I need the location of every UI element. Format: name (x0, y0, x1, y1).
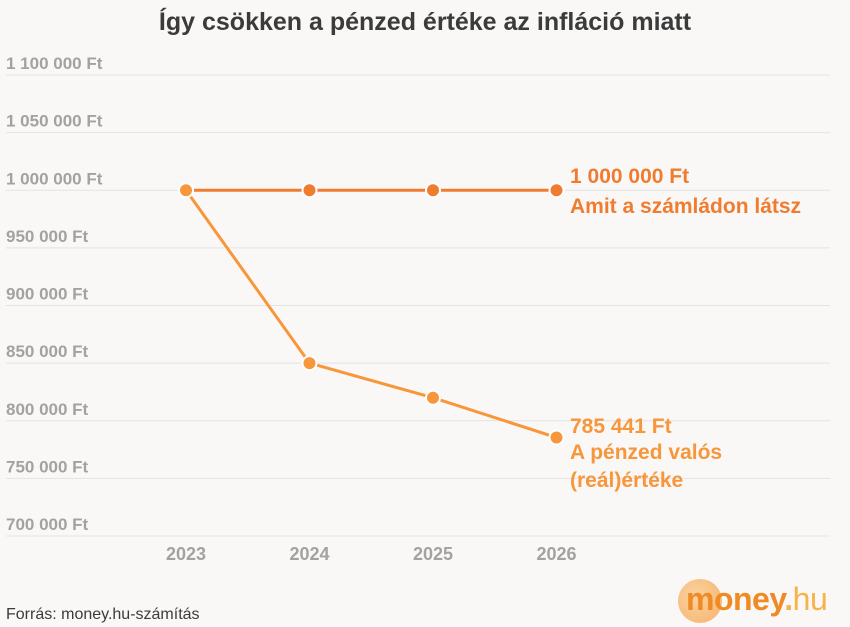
series-label: 785 441 Ft (570, 415, 672, 438)
y-tick-label: 800 000 Ft (6, 400, 89, 419)
logo-hu: hu (792, 581, 828, 617)
x-tick-label: 2024 (289, 544, 329, 564)
logo-circle-icon (678, 579, 722, 623)
data-point (425, 389, 441, 406)
x-tick-label: 2023 (166, 544, 206, 564)
data-point (548, 182, 565, 199)
x-tick-label: 2026 (536, 544, 576, 564)
y-axis-ticks: 1 100 000 Ft 1 050 000 Ft 1 000 000 Ft 950 … (6, 54, 103, 534)
y-tick-label: 900 000 Ft (6, 285, 89, 304)
logo-dot: . (784, 581, 793, 617)
series-annotations: 1 000 000 Ft Amit a számládon látsz 785 44… (570, 165, 801, 492)
logo-money: money (686, 581, 785, 617)
y-tick-label: 950 000 Ft (6, 227, 89, 246)
data-point (301, 182, 318, 199)
series-line (184, 189, 557, 439)
series-label: A pénzed valós (570, 441, 722, 464)
money-hu-logo: money.hu (672, 579, 842, 623)
data-point (301, 355, 318, 372)
x-axis-ticks: 2023 2024 2025 2026 (166, 544, 577, 564)
series-points (178, 182, 565, 446)
y-tick-label: 700 000 Ft (6, 515, 89, 534)
data-point (548, 429, 565, 446)
source-note: Forrás: money.hu-számítás (6, 606, 200, 623)
series-label: 1 000 000 Ft (570, 165, 689, 188)
logo-text: money.hu (686, 581, 828, 618)
y-tick-label: 750 000 Ft (6, 457, 89, 476)
series-label: (reál)értéke (570, 469, 683, 492)
y-tick-label: 1 000 000 Ft (6, 169, 103, 188)
series-lines (184, 188, 557, 439)
y-tick-label: 1 050 000 Ft (6, 112, 103, 131)
y-tick-label: 850 000 Ft (6, 342, 89, 361)
data-point (178, 182, 194, 199)
data-point (425, 182, 441, 199)
grid-lines (6, 74, 830, 537)
y-tick-label: 1 100 000 Ft (6, 54, 103, 73)
series-label: Amit a számládon látsz (570, 195, 801, 218)
x-tick-label: 2025 (413, 544, 453, 564)
chart-title: Így csökken a pénzed értéke az infláció … (158, 8, 692, 36)
